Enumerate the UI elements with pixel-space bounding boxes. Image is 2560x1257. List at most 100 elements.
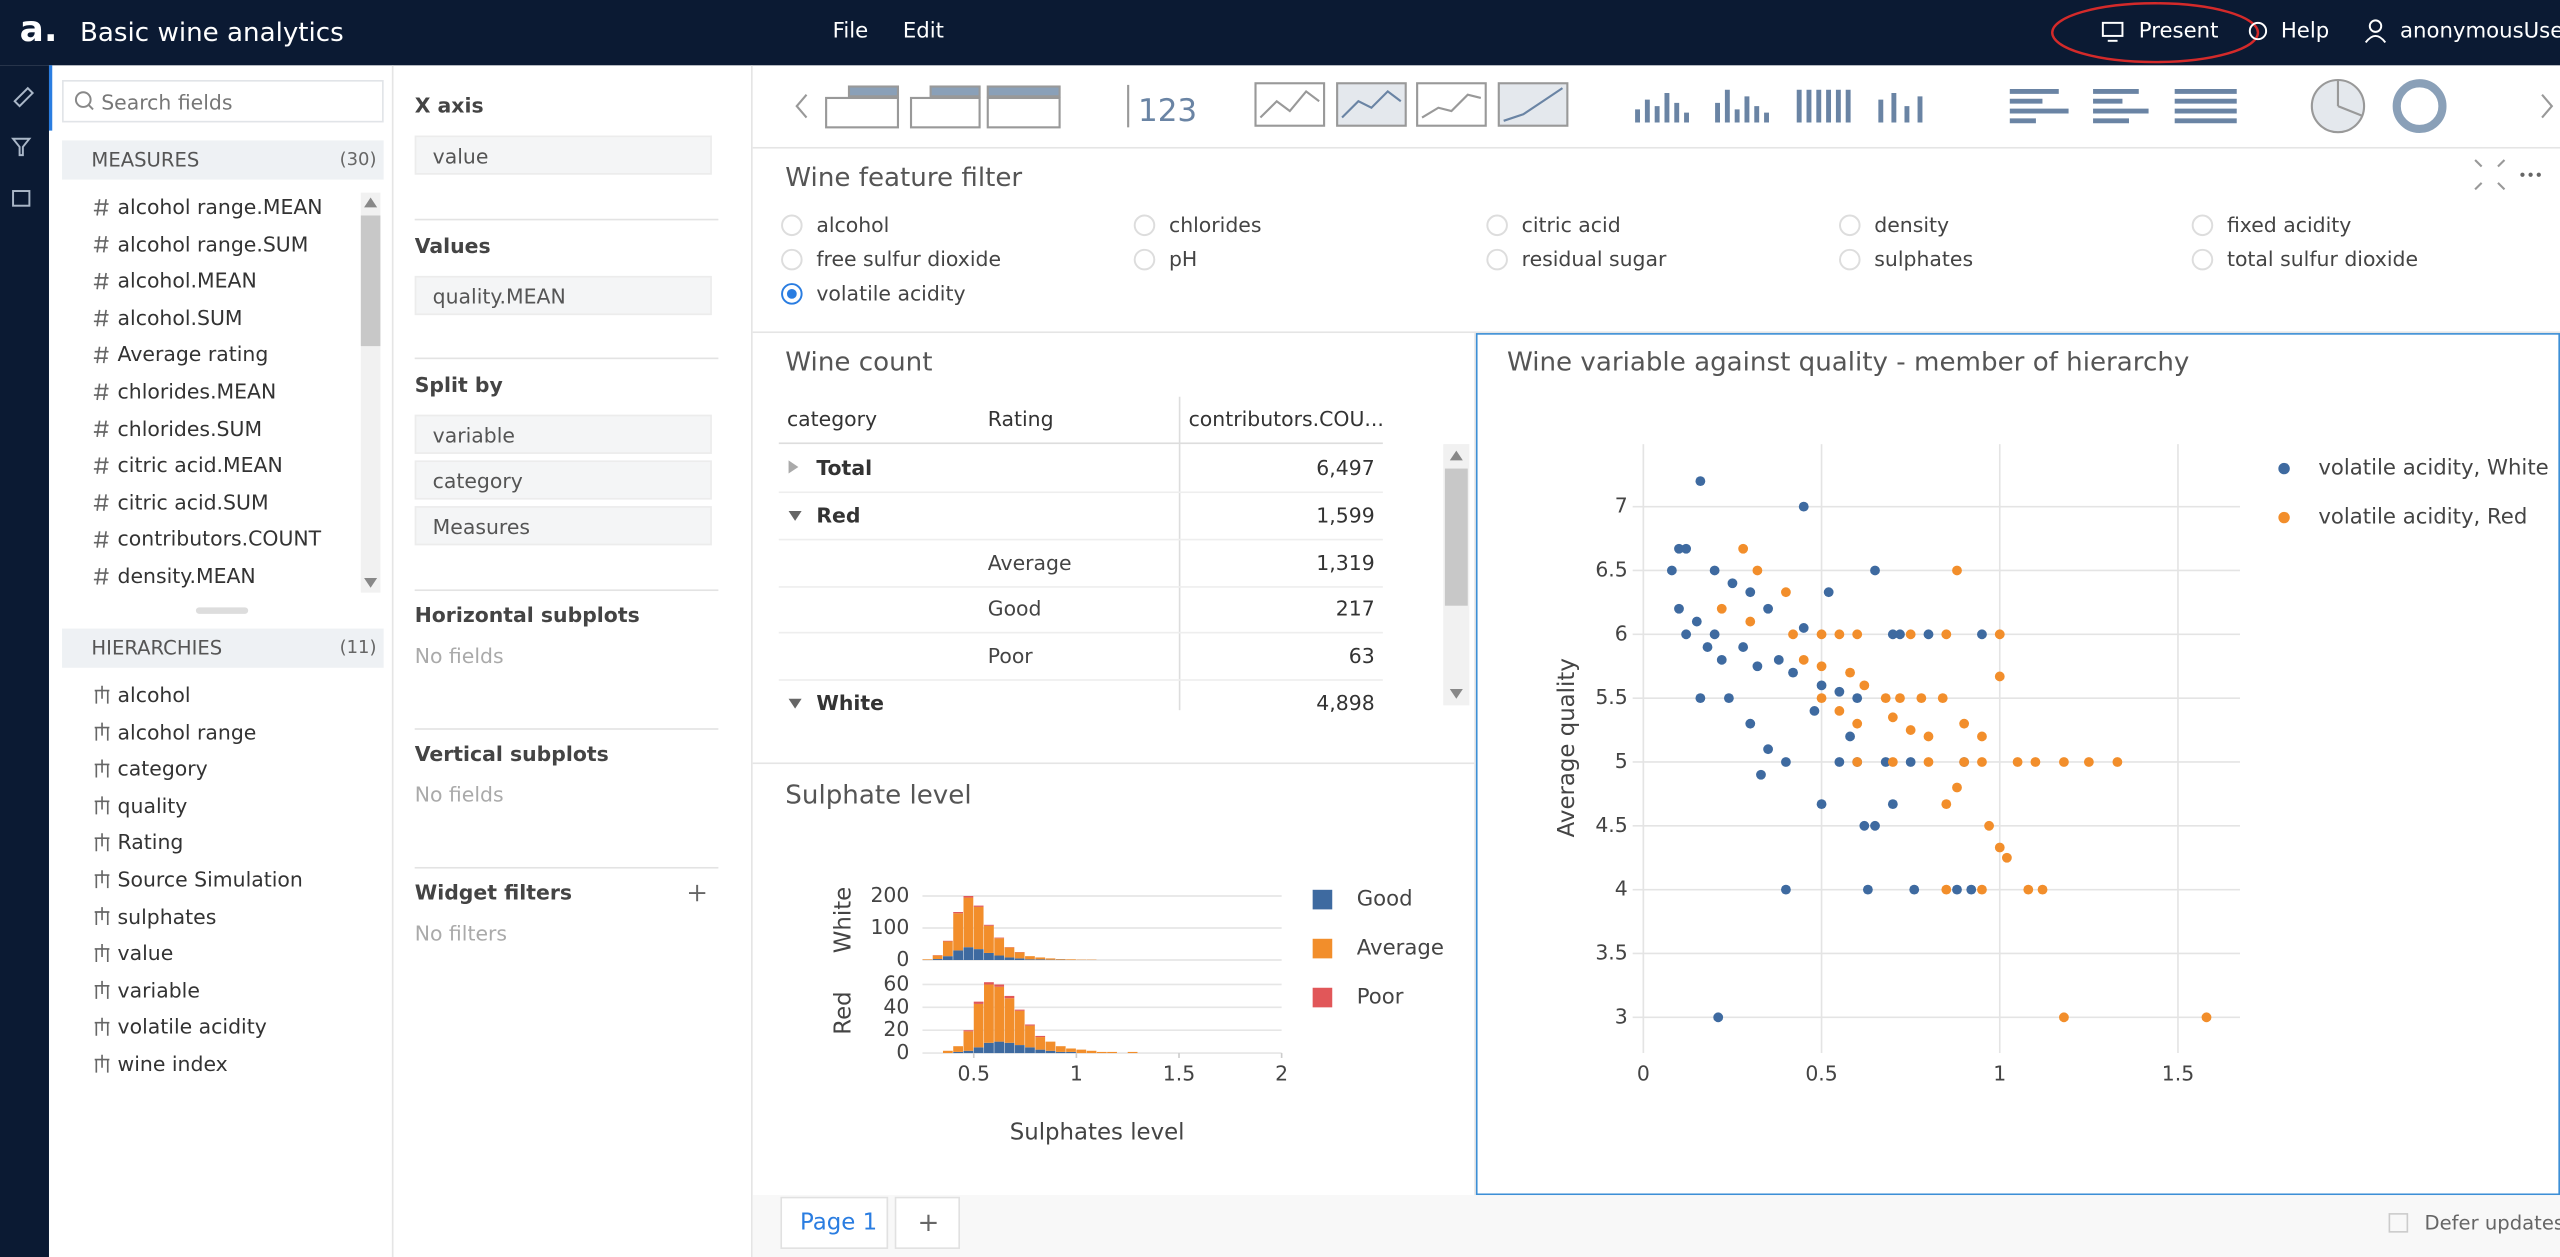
filter-option[interactable]: total sulfur dioxide [2226, 246, 2419, 272]
hierarchy-field[interactable]: sulphates [117, 903, 217, 929]
measure-field[interactable]: alcohol range.SUM [117, 231, 309, 256]
hierarchy-field[interactable]: value [117, 940, 174, 966]
kpi-icon[interactable]: 123 [1137, 93, 1198, 129]
config-field[interactable]: category [414, 460, 712, 500]
filter-option[interactable]: volatile acidity [816, 280, 966, 306]
filter-option[interactable]: citric acid [1521, 212, 1621, 237]
radio[interactable] [1133, 248, 1156, 271]
resize-handle[interactable] [195, 607, 249, 614]
hierarchy-field[interactable]: category [117, 756, 208, 781]
config-field[interactable]: value [414, 135, 712, 175]
top-action[interactable]: anonymousUser [2400, 19, 2560, 45]
add-page-button[interactable] [894, 1196, 960, 1249]
filter-option[interactable]: fixed acidity [2226, 212, 2352, 237]
defer-label[interactable]: Defer updates [2424, 1211, 2560, 1235]
radio[interactable] [781, 283, 803, 305]
config-field[interactable]: Measures [414, 506, 712, 546]
add-page[interactable]: + [917, 1206, 940, 1238]
row-category[interactable]: Total [816, 455, 873, 480]
filter-option[interactable]: sulphates [1874, 246, 1974, 272]
page-tab[interactable] [780, 1196, 889, 1249]
radio[interactable] [781, 248, 803, 271]
row-count: 1,599 [1316, 502, 1375, 528]
logo[interactable]: a. [19, 9, 58, 51]
expand-toggle[interactable] [788, 698, 802, 709]
histogram-bar [1045, 1041, 1056, 1051]
row-category[interactable]: White [816, 690, 884, 712]
hierarchy-field[interactable]: Rating [117, 830, 184, 855]
measure-field[interactable]: alcohol.SUM [117, 304, 243, 330]
page-tab-label[interactable]: Page 1 [799, 1209, 878, 1236]
selected-widget-frame[interactable] [1475, 333, 2560, 1196]
histogram-bar [1014, 952, 1025, 959]
hierarchy-field[interactable]: volatile acidity [117, 1014, 267, 1040]
table-column-header[interactable]: category [786, 406, 878, 432]
measure-field[interactable]: chlorides.SUM [117, 415, 263, 441]
measure-field[interactable]: alcohol.MEAN [117, 268, 257, 293]
table-column-header[interactable]: Rating [987, 406, 1054, 432]
measures-header [62, 140, 384, 180]
bottom-bar [752, 1195, 2560, 1257]
x-tick-label: 1.5 [1163, 1061, 1195, 1085]
radio[interactable] [1486, 214, 1508, 237]
expand-toggle[interactable] [788, 510, 802, 521]
radio[interactable] [781, 214, 803, 237]
filter-option[interactable]: residual sugar [1521, 246, 1667, 272]
histogram-bar [1096, 1051, 1107, 1054]
measure-field[interactable]: alcohol range.MEAN [117, 194, 323, 219]
radio[interactable] [1839, 248, 1861, 271]
table-row-line [778, 679, 1383, 682]
radio[interactable] [1486, 248, 1508, 271]
expand-toggle[interactable] [788, 460, 799, 474]
section-divider [414, 589, 719, 592]
field-icon [93, 531, 109, 548]
table-scroll-thumb[interactable] [1444, 468, 1468, 606]
top-action[interactable]: Present [2138, 19, 2219, 45]
row-rating: Average [987, 549, 1072, 575]
add-filter-icon[interactable] [688, 884, 706, 902]
table-column-header[interactable]: contributors.COU... [1188, 406, 1384, 432]
search-box[interactable] [62, 80, 384, 123]
filter-option[interactable]: free sulfur dioxide [816, 246, 1002, 272]
measure-field[interactable]: Average rating [117, 341, 269, 367]
radio-dot [786, 288, 797, 299]
row-category[interactable]: Red [816, 502, 861, 528]
hierarchy-field[interactable]: quality [117, 793, 188, 818]
hierarchy-field[interactable]: alcohol [117, 682, 191, 707]
histogram-bar [953, 950, 964, 960]
widget-toolbar[interactable] [795, 78, 2554, 191]
measure-field[interactable]: chlorides.MEAN [117, 378, 277, 404]
legend-label[interactable]: Good [1357, 887, 1413, 912]
table-column-line [1178, 396, 1181, 711]
hierarchy-field[interactable]: wine index [117, 1051, 228, 1076]
config-field[interactable]: quality.MEAN [414, 275, 712, 316]
filter-option[interactable]: alcohol [816, 212, 890, 237]
field-icon [93, 309, 109, 327]
row-count: 63 [1348, 643, 1375, 669]
measure-field[interactable]: contributors.COUNT [117, 526, 322, 551]
menu-item[interactable]: File [832, 19, 869, 45]
radio[interactable] [2191, 214, 2214, 237]
radio[interactable] [1839, 214, 1861, 237]
y-tick-label: 0 [896, 947, 909, 971]
menu-item[interactable]: Edit [902, 19, 944, 45]
measure-field[interactable]: citric acid.MEAN [117, 452, 283, 478]
measure-field[interactable]: density.MEAN [117, 563, 256, 588]
measure-field[interactable]: citric acid.SUM [117, 489, 269, 514]
defer-checkbox[interactable] [2388, 1213, 2409, 1233]
filter-option[interactable]: density [1874, 212, 1950, 237]
search-placeholder[interactable]: Search fields [101, 89, 233, 115]
widget-menu[interactable] [2520, 172, 2541, 177]
filter-option[interactable]: pH [1168, 246, 1198, 272]
legend-label[interactable]: Poor [1357, 985, 1404, 1010]
hierarchy-field[interactable]: variable [117, 977, 200, 1003]
measures-scroll-thumb[interactable] [360, 215, 381, 347]
config-field[interactable]: variable [414, 414, 712, 454]
hierarchy-field[interactable]: Source Simulation [117, 866, 303, 892]
top-action[interactable]: Help [2280, 19, 2330, 45]
radio[interactable] [1133, 214, 1156, 237]
hierarchy-field[interactable]: alcohol range [117, 719, 257, 744]
filter-option[interactable]: chlorides [1168, 212, 1262, 237]
radio[interactable] [2191, 248, 2214, 271]
legend-label[interactable]: Average [1357, 936, 1444, 961]
